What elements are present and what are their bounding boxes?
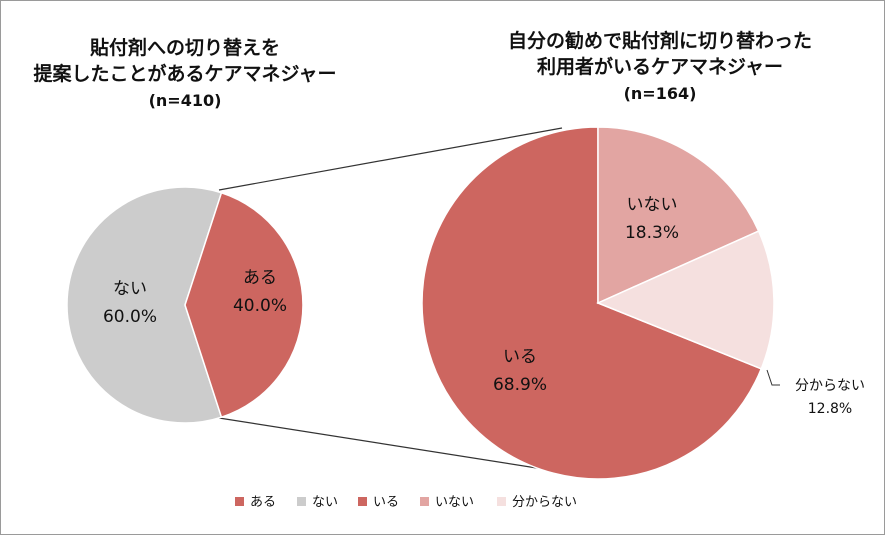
legend-label-inai: いない [435, 495, 474, 510]
slice-label-aru: ある [243, 268, 277, 288]
pie-slice-wakaranai [596, 230, 775, 370]
right-title-line2: 利用者がいるケアマネジャー [537, 55, 783, 78]
legend-label-nai: ない [312, 495, 338, 510]
slice-label-nai: ない [113, 279, 147, 299]
legend-swatch-iru [358, 497, 367, 506]
legend-label-aru: ある [250, 495, 276, 510]
legend-swatch-wakaranai [497, 497, 506, 506]
connector-line-top [218, 127, 563, 191]
pie-slice-nai [66, 186, 223, 424]
legend-label-iru: いる [373, 495, 399, 510]
right-title-n: (n=164) [624, 84, 697, 103]
left-title-n: (n=410) [149, 91, 222, 110]
slice-value-iru: 68.9% [493, 375, 547, 395]
left-title-line2: 提案したことがあるケアマネジャー [33, 62, 336, 85]
pie-slice-iru [421, 126, 763, 480]
legend-label-wakaranai: 分からない [512, 495, 577, 510]
slice-label-iru: いる [503, 347, 537, 367]
slice-value-aru: 40.0% [233, 296, 287, 316]
slice-value-wakaranai: 12.8% [808, 401, 852, 417]
legend: ある ない いる いない 分からない [235, 495, 577, 510]
pie-slice-inai [597, 126, 760, 305]
slice-value-inai: 18.3% [625, 223, 679, 243]
right-title-line1: 自分の勧めで貼付剤に切り替わった [508, 29, 812, 52]
connector-line-bottom [218, 417, 563, 473]
left-title-line1: 貼付剤への切り替えを [90, 36, 280, 59]
slice-label-wakaranai: 分からない [795, 378, 865, 394]
legend-swatch-aru [235, 497, 244, 506]
leader-line-wakaranai [766, 369, 780, 386]
slice-label-inai: いない [627, 195, 678, 215]
right-pie [421, 126, 775, 480]
pie-slice-aru [184, 191, 304, 419]
left-pie [66, 186, 304, 424]
legend-swatch-inai [420, 497, 429, 506]
legend-swatch-nai [297, 497, 306, 506]
slice-value-nai: 60.0% [103, 307, 157, 327]
